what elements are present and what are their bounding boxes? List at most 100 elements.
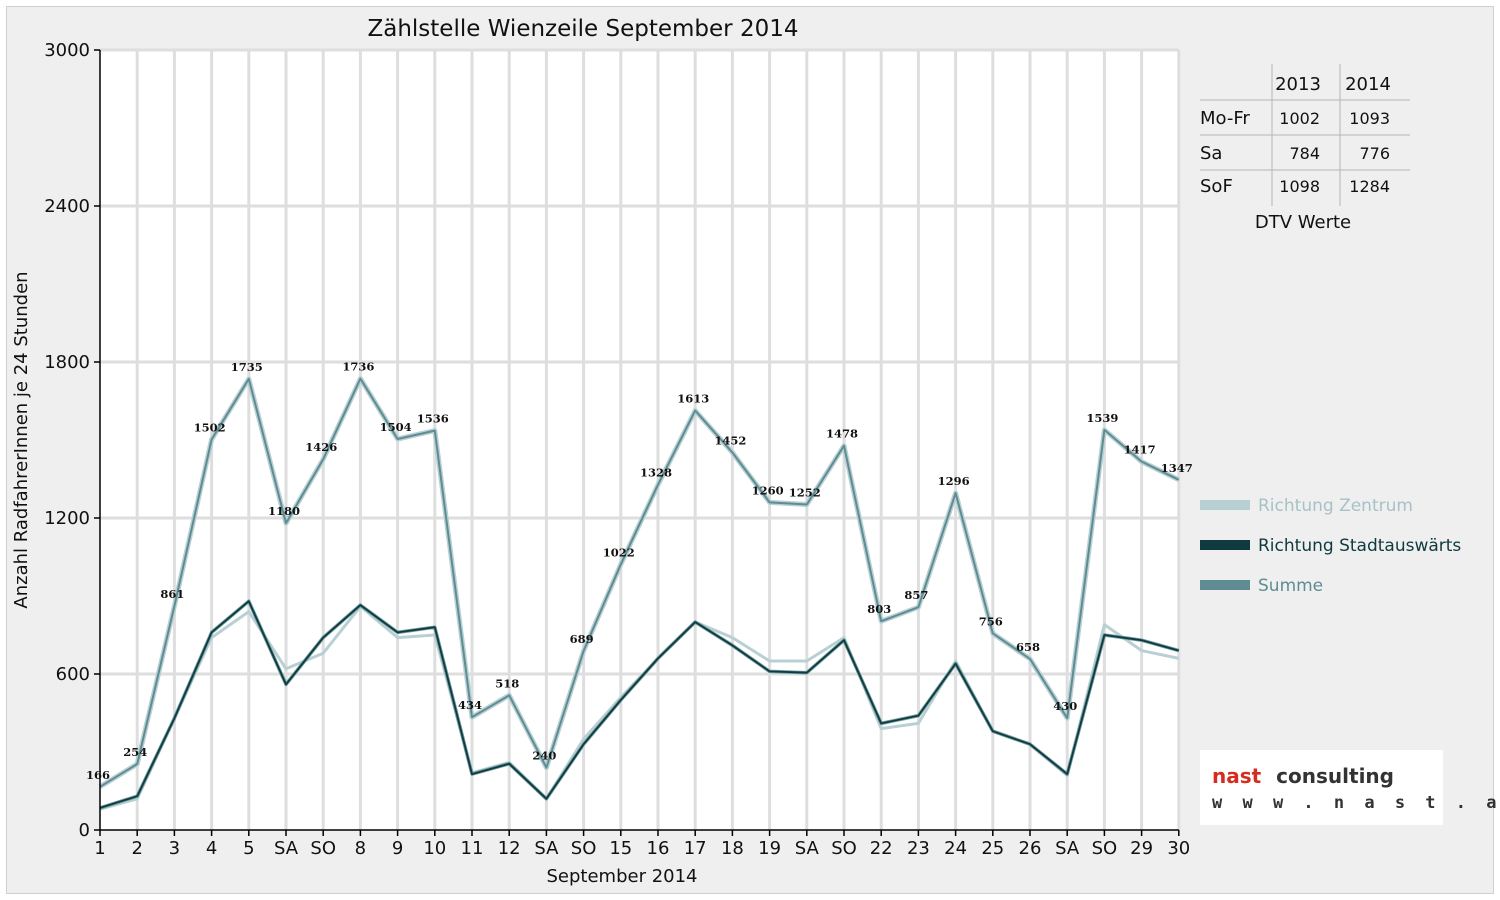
data-label: 1260 — [752, 483, 784, 497]
data-label: 1735 — [231, 360, 263, 374]
plot-area — [100, 50, 1179, 830]
table-cell: 784 — [1289, 144, 1320, 163]
table-cell: 1002 — [1279, 109, 1320, 128]
logo: nast consulting w w w . n a s t . a t — [1200, 750, 1500, 825]
x-tick-label: 10 — [423, 838, 446, 859]
logo-brand-part2: consulting — [1276, 764, 1394, 788]
data-label: 166 — [86, 768, 110, 782]
x-tick-label: 26 — [1019, 838, 1042, 859]
x-tick-label: SO — [1092, 838, 1118, 859]
data-label: 1252 — [789, 485, 821, 499]
x-tick-label: 4 — [206, 838, 217, 859]
data-label: 1328 — [640, 466, 672, 480]
table-row-label: Mo-Fr — [1200, 108, 1250, 129]
x-tick-label: 15 — [609, 838, 632, 859]
y-axis-label: Anzahl RadfahrerInnen je 24 Stunden — [11, 271, 32, 608]
x-tick-label: 17 — [684, 838, 707, 859]
data-label: 1478 — [826, 427, 858, 441]
data-label: 1426 — [305, 440, 337, 454]
legend: Richtung Zentrum Richtung Stadtauswärts Su… — [1200, 496, 1461, 596]
y-tick-label: 1800 — [44, 352, 90, 373]
data-label: 803 — [867, 602, 891, 616]
x-tick-label: SO — [310, 838, 336, 859]
data-label: 254 — [123, 745, 147, 759]
x-tick-label: 25 — [981, 838, 1004, 859]
chart-title: Zählstelle Wienzeile September 2014 — [367, 16, 798, 42]
data-label: 1347 — [1161, 461, 1193, 475]
data-label: 240 — [532, 749, 556, 763]
x-tick-label: SA — [274, 838, 299, 859]
legend-swatch — [1200, 540, 1250, 550]
y-tick-label: 3000 — [44, 40, 90, 61]
table-row-label: SoF — [1200, 176, 1233, 197]
logo-background — [1200, 750, 1443, 825]
data-label: 1736 — [342, 360, 374, 374]
x-tick-label: 18 — [721, 838, 744, 859]
data-label: 857 — [904, 588, 928, 602]
logo-brand: nast consulting — [1212, 764, 1394, 788]
table-column-header: 2013 — [1275, 74, 1321, 95]
table-caption: DTV Werte — [1255, 212, 1351, 233]
legend-label: Summe — [1258, 576, 1323, 596]
legend-label: Richtung Zentrum — [1258, 496, 1413, 516]
table-cell: 1284 — [1349, 177, 1390, 196]
data-label: 1180 — [268, 504, 300, 518]
grid — [100, 48, 1181, 830]
logo-brand-part1: nast — [1212, 764, 1262, 788]
x-tick-label: 12 — [498, 838, 521, 859]
table-cell: 1098 — [1279, 177, 1320, 196]
x-tick-label: 3 — [169, 838, 180, 859]
x-tick-label: 8 — [355, 838, 366, 859]
data-label: 1296 — [938, 474, 970, 488]
table-cell: 776 — [1359, 144, 1390, 163]
x-tick-label: 30 — [1167, 838, 1190, 859]
legend-label: Richtung Stadtauswärts — [1258, 536, 1461, 556]
series-layer — [98, 376, 1180, 811]
legend-swatch — [1200, 500, 1250, 510]
data-label: 1613 — [677, 392, 709, 406]
data-label: 1502 — [194, 420, 226, 434]
x-tick-label: 1 — [94, 838, 105, 859]
y-tick-label: 2400 — [44, 196, 90, 217]
data-label: 430 — [1053, 699, 1077, 713]
logo-url: w w w . n a s t . a t — [1212, 793, 1500, 813]
data-label: 1417 — [1124, 443, 1156, 457]
y-tick-label: 0 — [79, 820, 90, 841]
x-tick-label: 29 — [1130, 838, 1153, 859]
table-column-header: 2014 — [1345, 74, 1391, 95]
data-label: 689 — [570, 632, 594, 646]
data-label: 658 — [1016, 640, 1040, 654]
x-tick-label: 23 — [907, 838, 930, 859]
x-tick-label: 11 — [461, 838, 484, 859]
x-tick-label: 2 — [131, 838, 142, 859]
data-label: 1022 — [603, 545, 635, 559]
legend-swatch — [1200, 580, 1250, 590]
data-label: 1452 — [714, 433, 746, 447]
data-label: 756 — [979, 614, 1003, 628]
x-tick-label: 24 — [944, 838, 967, 859]
x-tick-label: 9 — [392, 838, 403, 859]
data-label: 434 — [458, 698, 482, 712]
series-line-richtung-stadtauswaerts — [99, 600, 1180, 809]
x-tick-label: SO — [571, 838, 597, 859]
x-tick-label: SA — [795, 838, 820, 859]
data-label: 1536 — [417, 412, 449, 426]
y-tick-label: 600 — [56, 664, 90, 685]
table-cell: 1093 — [1349, 109, 1390, 128]
x-tick-label: 16 — [647, 838, 670, 859]
data-label: 861 — [160, 587, 184, 601]
x-tick-label: SA — [534, 838, 559, 859]
x-axis-label: September 2014 — [546, 866, 697, 887]
x-tick-label: 5 — [243, 838, 254, 859]
data-label: 1504 — [380, 420, 412, 434]
x-tick-label: 22 — [870, 838, 893, 859]
data-label: 518 — [495, 676, 519, 690]
dtv-table: 2013 2014 Mo-Fr 1002 1093 Sa 784 776 SoF 1098 1284… — [1200, 64, 1410, 233]
y-tick-label: 1200 — [44, 508, 90, 529]
data-label: 1539 — [1086, 411, 1118, 425]
x-tick-label: 19 — [758, 838, 781, 859]
table-row-label: Sa — [1200, 143, 1222, 164]
series-line-summe — [99, 377, 1180, 788]
